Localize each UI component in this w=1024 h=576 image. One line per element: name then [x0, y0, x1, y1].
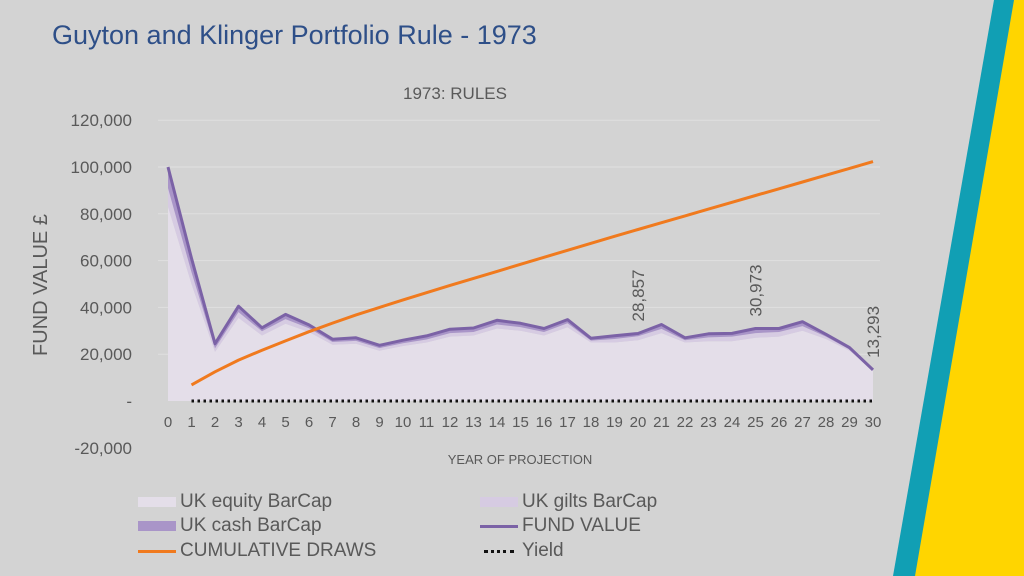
- legend-label-yield: Yield: [522, 540, 564, 561]
- chart-legend: UK equity BarCap UK gilts BarCap UK cash…: [138, 489, 698, 569]
- x-tick-label: 13: [465, 414, 482, 431]
- x-tick-label: 14: [489, 414, 506, 431]
- data-label: 13,293: [864, 306, 883, 358]
- x-tick-label: 11: [419, 414, 435, 431]
- x-tick-label: 22: [677, 414, 694, 431]
- x-tick-label: 19: [606, 414, 623, 431]
- x-tick-label: 29: [841, 414, 858, 431]
- series-lines: [166, 160, 875, 403]
- x-tick-label: 23: [700, 414, 717, 431]
- legend-label-cumulative-draws: CUMULATIVE DRAWS: [180, 540, 377, 561]
- chart-title: 1973: RULES: [403, 84, 507, 103]
- x-tick-label: 10: [395, 414, 412, 431]
- y-tick-label: -: [126, 392, 132, 411]
- y-tick-label: 60,000: [80, 252, 132, 271]
- legend-swatch-uk-cash: [138, 521, 176, 531]
- x-tick-label: 6: [305, 414, 313, 431]
- x-tick-label: 26: [771, 414, 788, 431]
- x-tick-label: 8: [352, 414, 360, 431]
- x-axis-label: YEAR OF PROJECTION: [448, 452, 592, 467]
- data-labels: 28,857 30,973 13,293: [629, 265, 883, 358]
- legend-label-fund-value: FUND VALUE: [522, 515, 641, 536]
- x-tick-label: 5: [281, 414, 289, 431]
- line-fund-value: [166, 166, 875, 371]
- legend-swatch-yield: [484, 549, 514, 553]
- x-tick-label: 9: [375, 414, 383, 431]
- legend-swatch-cumulative-draws: [138, 549, 176, 553]
- legend-item-uk-equity: UK equity BarCap: [138, 491, 332, 513]
- legend-swatch-fund-value: [480, 524, 518, 528]
- x-tick-label: 28: [818, 414, 835, 431]
- x-tick-label: 12: [442, 414, 459, 431]
- x-tick-label: 7: [328, 414, 336, 431]
- legend-item-yield: Yield: [480, 540, 564, 562]
- x-tick-label: 24: [724, 414, 741, 431]
- legend-label-uk-gilts: UK gilts BarCap: [522, 491, 658, 512]
- x-tick-label: 3: [234, 414, 242, 431]
- x-tick-label: 1: [187, 414, 195, 431]
- x-tick-label: 16: [536, 414, 553, 431]
- page-title: Guyton and Klinger Portfolio Rule - 1973: [52, 20, 537, 50]
- data-label: 30,973: [747, 265, 766, 317]
- legend-label-uk-cash: UK cash BarCap: [180, 515, 322, 536]
- x-tick-label: 17: [559, 414, 576, 431]
- x-tick-label: 27: [794, 414, 811, 431]
- line-cumulative-draws: [190, 160, 874, 387]
- x-tick-label: 25: [747, 414, 764, 431]
- x-tick-label: 20: [630, 414, 647, 431]
- legend-label-uk-equity: UK equity BarCap: [180, 491, 333, 512]
- y-tick-label: 20,000: [80, 345, 132, 364]
- x-tick-label: 18: [583, 414, 600, 431]
- x-tick-label: 30: [865, 414, 882, 431]
- axes: -20,000-20,00040,00060,00080,000100,0001…: [71, 111, 882, 458]
- y-tick-label: 120,000: [71, 111, 132, 130]
- gridlines: [158, 119, 880, 355]
- y-tick-label: 80,000: [80, 205, 132, 224]
- x-tick-label: 15: [512, 414, 529, 431]
- legend-item-uk-gilts: UK gilts BarCap: [480, 491, 657, 513]
- yellow-stripe: [915, 0, 1024, 576]
- stacked-areas: [168, 167, 873, 401]
- legend-swatch-uk-equity: [138, 497, 176, 507]
- y-axis-label: FUND VALUE £: [30, 214, 52, 356]
- x-tick-label: 0: [164, 414, 172, 431]
- x-tick-label: 21: [653, 414, 670, 431]
- y-tick-label: 100,000: [71, 158, 132, 177]
- legend-item-cumulative-draws: CUMULATIVE DRAWS: [138, 540, 376, 562]
- y-tick-label: 40,000: [80, 298, 132, 317]
- legend-item-uk-cash: UK cash BarCap: [138, 515, 322, 537]
- y-tick-label: -20,000: [74, 439, 132, 458]
- area-uk-equity: [168, 206, 873, 401]
- data-label: 28,857: [629, 270, 648, 322]
- legend-swatch-uk-gilts: [480, 497, 518, 507]
- x-tick-label: 2: [211, 414, 219, 431]
- legend-item-fund-value: FUND VALUE: [480, 515, 641, 537]
- x-tick-label: 4: [258, 414, 266, 431]
